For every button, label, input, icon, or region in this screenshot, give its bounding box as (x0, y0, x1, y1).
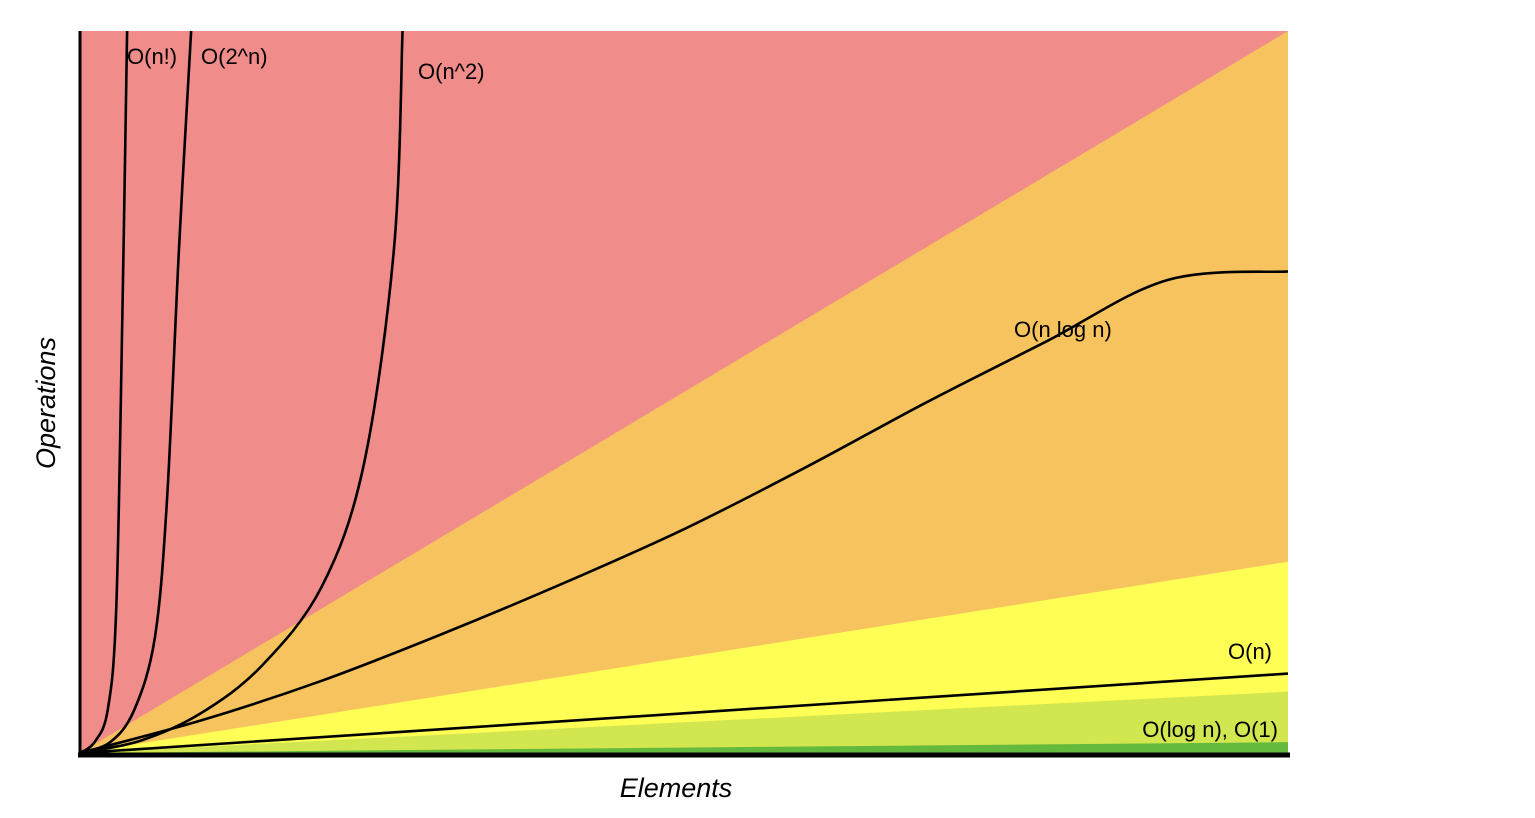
label-n-log-n: O(n log n) (1014, 317, 1112, 342)
curve-o-n- (79, 30, 129, 755)
complexity-regions (80, 31, 1288, 753)
label-linear: O(n) (1228, 639, 1272, 664)
label-exponential: O(2^n) (201, 44, 268, 69)
complexity-region-1 (80, 31, 1288, 753)
complexity-region-2 (80, 561, 1288, 753)
complexity-region-3 (80, 691, 1288, 753)
label-log-constant: O(log n), O(1) (1142, 717, 1278, 742)
y-axis-title: Operations (31, 337, 61, 469)
curve-o-2-n- (79, 30, 193, 755)
curve-o-n-log-n- (79, 270, 1289, 755)
curve-o-n- (79, 672, 1289, 755)
x-axis-title: Elements (620, 773, 733, 803)
label-factorial: O(n!) (127, 44, 177, 69)
label-quadratic: O(n^2) (418, 59, 485, 84)
complexity-region-4 (80, 742, 1288, 753)
complexity-curves (79, 30, 1289, 755)
